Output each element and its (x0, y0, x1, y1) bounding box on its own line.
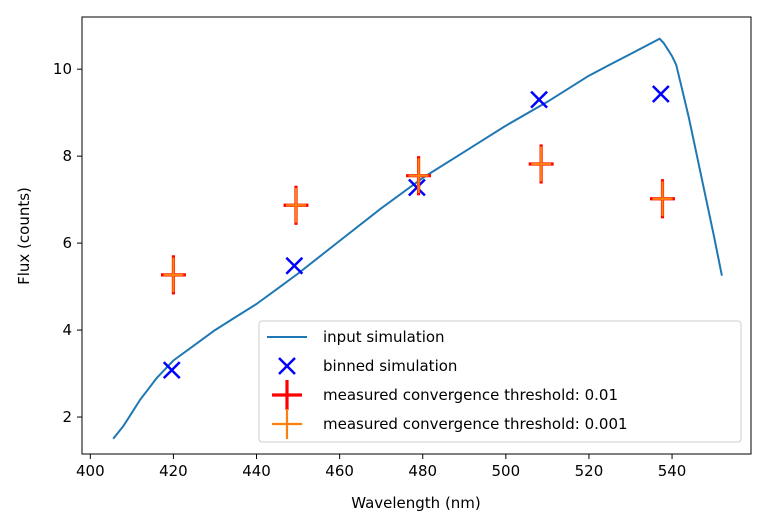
measured-point-3 (163, 257, 184, 293)
legend-box (258, 320, 742, 443)
y-tick-label: 4 (62, 321, 72, 339)
binned-simulation-point (408, 178, 426, 197)
y-tick-label: 10 (53, 60, 72, 78)
y-axis-label: Flux (counts) (15, 187, 33, 285)
measured-point-3 (531, 146, 552, 182)
measured-point-3 (652, 181, 673, 217)
x-tick-label: 480 (408, 462, 437, 480)
x-tick-label: 400 (76, 462, 105, 480)
input-simulation-line (112, 37, 723, 440)
binned-marker-stroke-b (162, 361, 181, 379)
x-tick-label: 540 (658, 462, 687, 480)
y-tick-label: 2 (62, 408, 72, 426)
legend: input simulation binned simulation measure… (258, 320, 742, 443)
series-1 (162, 85, 670, 379)
legend-entry: measured convergence threshold: 0.001 (272, 409, 628, 439)
binned-marker-stroke-b (651, 85, 670, 103)
x-tick-label: 440 (242, 462, 271, 480)
legend-x-swatch-stroke-b (278, 357, 296, 375)
binned-marker-stroke-b (285, 256, 304, 275)
measured-point-3 (286, 187, 306, 223)
binned-marker-stroke-b (530, 90, 548, 109)
x-axis: 400 420 440 460 480 500 520 540 (76, 454, 686, 480)
binned-marker-stroke-b (408, 178, 426, 197)
legend-entry: input simulation (267, 328, 445, 346)
x-tick-label: 520 (575, 462, 604, 480)
measured-point-3 (408, 158, 429, 194)
legend-label: binned simulation (323, 357, 457, 375)
binned-simulation-point (530, 90, 548, 109)
legend-label: measured convergence threshold: 0.001 (323, 415, 628, 433)
series-0 (112, 37, 723, 440)
binned-simulation-point (651, 85, 670, 103)
x-tick-label: 500 (492, 462, 521, 480)
x-tick-label: 460 (325, 462, 354, 480)
binned-simulation-point (285, 256, 304, 275)
legend-entry: binned simulation (278, 357, 457, 375)
plot-content (112, 37, 723, 440)
binned-simulation-point (162, 361, 181, 379)
series-3 (163, 146, 673, 293)
legend-label: measured convergence threshold: 0.01 (323, 386, 618, 404)
y-tick-label: 6 (62, 234, 72, 252)
y-axis: 2 4 6 8 10 (53, 60, 82, 426)
x-axis-label: Wavelength (nm) (351, 494, 481, 512)
plot-frame (81, 16, 752, 455)
x-tick-label: 420 (159, 462, 188, 480)
legend-label: input simulation (323, 328, 445, 346)
y-tick-label: 8 (62, 147, 72, 165)
legend-entry: measured convergence threshold: 0.01 (272, 380, 618, 410)
